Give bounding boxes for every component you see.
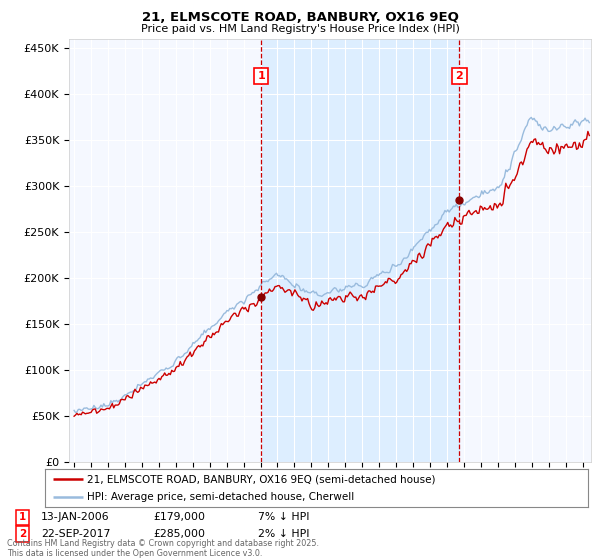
Text: 2: 2 [19,529,26,539]
Bar [261,39,460,462]
Text: Contains HM Land Registry data © Crown copyright and database right 2025.
This d: Contains HM Land Registry data © Crown c… [7,539,319,558]
Text: 21, ELMSCOTE ROAD, BANBURY, OX16 9EQ: 21, ELMSCOTE ROAD, BANBURY, OX16 9EQ [142,11,458,24]
Text: 7% ↓ HPI: 7% ↓ HPI [258,512,310,522]
Text: £179,000: £179,000 [153,512,205,522]
Text: 22-SEP-2017: 22-SEP-2017 [41,529,110,539]
Text: 1: 1 [257,71,265,81]
Text: HPI: Average price, semi-detached house, Cherwell: HPI: Average price, semi-detached house,… [87,492,354,502]
Text: 1: 1 [19,512,26,522]
Text: Price paid vs. HM Land Registry's House Price Index (HPI): Price paid vs. HM Land Registry's House … [140,24,460,34]
Text: 2% ↓ HPI: 2% ↓ HPI [258,529,310,539]
Text: £285,000: £285,000 [153,529,205,539]
Text: 2: 2 [455,71,463,81]
Text: 21, ELMSCOTE ROAD, BANBURY, OX16 9EQ (semi-detached house): 21, ELMSCOTE ROAD, BANBURY, OX16 9EQ (se… [87,474,436,484]
Text: 13-JAN-2006: 13-JAN-2006 [41,512,109,522]
